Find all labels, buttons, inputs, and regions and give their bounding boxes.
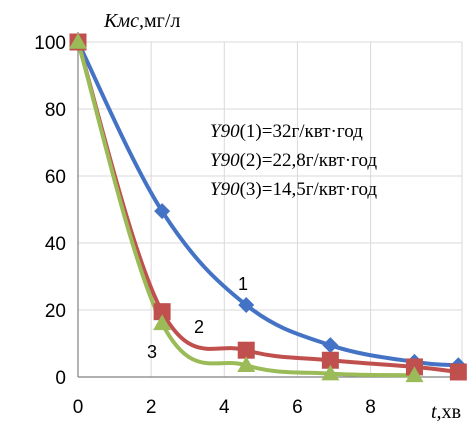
series-1-line bbox=[76, 40, 461, 368]
annotation-3: Y90(3)=14,5г/квт·год bbox=[210, 179, 377, 200]
series-markers bbox=[69, 33, 467, 383]
series-2-point-4 bbox=[321, 351, 339, 369]
y-tick-label-40: 40 bbox=[45, 234, 66, 255]
x-axis-variable: t, bbox=[431, 401, 442, 423]
series-1-point-3 bbox=[238, 296, 255, 313]
x-axis-title: t,хв bbox=[431, 401, 461, 423]
annotations: Y90(1)=32г/квт·год Y90(2)=22,8г/квт·год … bbox=[210, 121, 377, 200]
y-axis-variable: Kмс, bbox=[103, 10, 144, 32]
y-tick-label-100: 100 bbox=[34, 33, 66, 54]
x-axis-unit: хв bbox=[442, 401, 461, 423]
y-tick-label-20: 20 bbox=[45, 301, 66, 322]
annotation-1-prefix: Y90 bbox=[210, 121, 240, 142]
series-2-point-3 bbox=[237, 341, 255, 359]
x-tick-label-8: 8 bbox=[365, 397, 376, 418]
axes bbox=[77, 32, 462, 378]
annotation-2: Y90(2)=22,8г/квт·год bbox=[210, 150, 377, 171]
series-2-point-6 bbox=[449, 363, 467, 381]
series-1-point-2 bbox=[154, 203, 171, 220]
grid bbox=[78, 41, 463, 377]
series-1-label: 1 bbox=[238, 274, 248, 294]
x-tick-label-6: 6 bbox=[292, 397, 303, 418]
series-2-point-2 bbox=[153, 303, 171, 321]
y-axis-unit: мг/л bbox=[144, 10, 180, 32]
series-3-point-2 bbox=[153, 314, 172, 331]
x-tick-label-0: 0 bbox=[73, 397, 84, 418]
series-3-line bbox=[76, 40, 417, 378]
tick-labels: 0 20 40 60 80 100 0 2 4 6 8 bbox=[34, 33, 376, 418]
series-3-label: 3 bbox=[147, 342, 157, 362]
annotation-3-text: (3)=14,5г/квт·год bbox=[240, 179, 378, 200]
annotation-1: Y90(1)=32г/квт·год bbox=[210, 121, 363, 142]
y-axis-title: Kмс,мг/л bbox=[103, 10, 180, 32]
series-3-point-3 bbox=[237, 356, 256, 373]
series-2-line bbox=[76, 40, 461, 374]
annotation-2-text: (2)=22,8г/квт·год bbox=[240, 150, 378, 171]
series-lines bbox=[76, 40, 461, 378]
series-1-point-4 bbox=[322, 337, 339, 354]
series-3-point-1 bbox=[69, 33, 87, 49]
x-tick-label-2: 2 bbox=[146, 397, 157, 418]
annotation-2-prefix: Y90 bbox=[210, 150, 240, 171]
series-labels: 1 2 3 bbox=[147, 274, 248, 362]
series-2-label: 2 bbox=[194, 317, 204, 337]
series-3-point-4 bbox=[321, 364, 340, 381]
annotation-3-prefix: Y90 bbox=[210, 179, 240, 200]
x-tick-label-4: 4 bbox=[219, 397, 230, 418]
y-tick-label-0: 0 bbox=[55, 368, 66, 389]
y-tick-label-60: 60 bbox=[45, 167, 66, 188]
series-3-point-5 bbox=[405, 366, 424, 383]
y-tick-label-80: 80 bbox=[45, 100, 66, 121]
annotation-1-text: (1)=32г/квт·год bbox=[240, 121, 364, 142]
